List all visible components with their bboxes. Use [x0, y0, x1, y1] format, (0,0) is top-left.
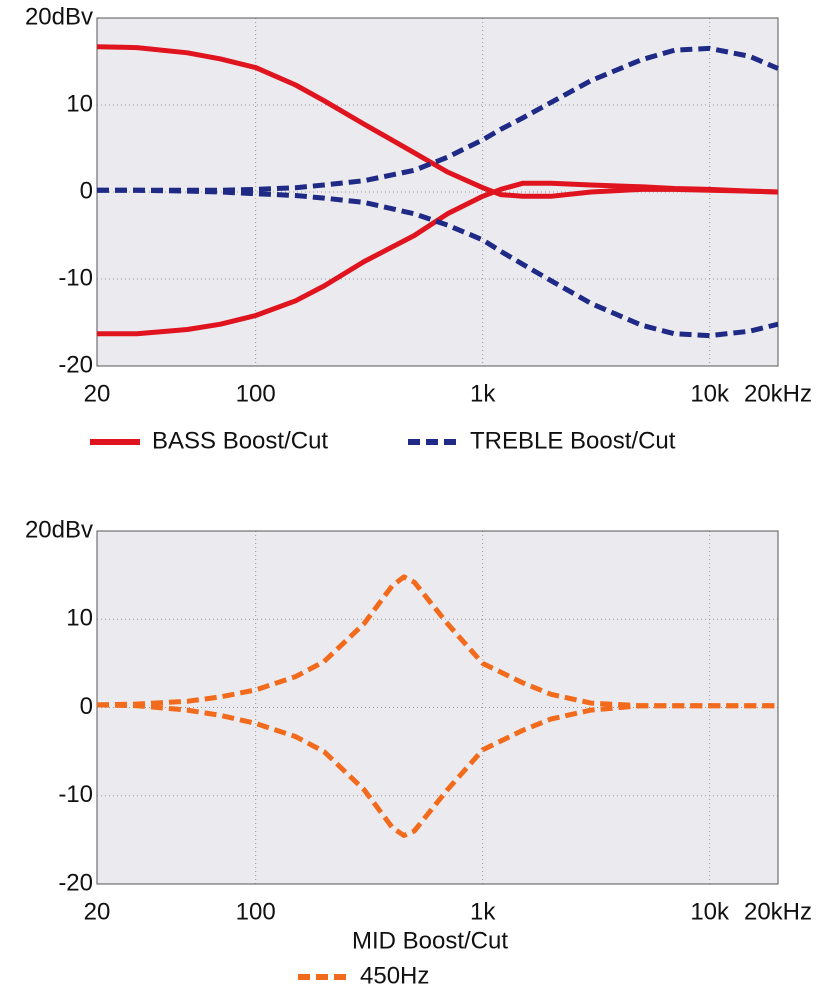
y-tick-label: 20dBv: [25, 3, 93, 30]
y-tick-label: 0: [80, 177, 93, 204]
y-tick-label: 10: [66, 605, 93, 632]
y-tick-label: -10: [58, 781, 93, 808]
x-tick-label: 20: [84, 898, 111, 925]
x-tick-label: 10k: [690, 380, 730, 407]
series-line: [96, 702, 778, 838]
y-tick-label: -20: [58, 351, 93, 378]
legend-label: TREBLE Boost/Cut: [470, 427, 676, 454]
x-tick-label: 10k: [690, 898, 730, 925]
x-tick-label: 100: [236, 380, 276, 407]
series-line: [97, 180, 779, 337]
y-tick-label: 0: [80, 693, 93, 720]
x-tick-label: 100: [236, 898, 276, 925]
series-line: [97, 187, 779, 339]
y-tick-label: -20: [58, 869, 93, 896]
x-tick-label: 1k: [470, 898, 496, 925]
x-tick-label: 1k: [470, 380, 496, 407]
x-tick-label: 20: [84, 380, 111, 407]
plot-border: [96, 530, 779, 885]
legend-label: 450Hz: [360, 962, 429, 989]
x-tick-label: 20kHz: [744, 898, 812, 925]
legend-label: BASS Boost/Cut: [152, 427, 328, 454]
x-tick-label: 20kHz: [744, 380, 812, 407]
y-tick-label: 10: [66, 90, 93, 117]
series-line: [96, 574, 778, 709]
y-tick-label: -10: [58, 264, 93, 291]
y-tick-label: 20dBv: [25, 516, 93, 543]
x-axis-label: MID Boost/Cut: [352, 927, 508, 954]
